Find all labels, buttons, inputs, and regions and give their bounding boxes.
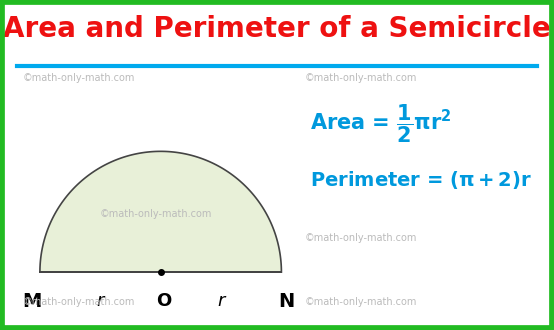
Text: M: M [22,292,42,311]
Text: ©math-only-math.com: ©math-only-math.com [305,233,417,243]
Text: Area = $\mathbf{\dfrac{1}{2}\pi r^2}$: Area = $\mathbf{\dfrac{1}{2}\pi r^2}$ [310,103,452,145]
Text: ©math-only-math.com: ©math-only-math.com [305,73,417,82]
Polygon shape [40,151,281,272]
Text: r: r [217,292,225,310]
Text: Area and Perimeter of a Semicircle: Area and Perimeter of a Semicircle [3,15,551,43]
Text: N: N [279,292,295,311]
Text: Perimeter = $\mathbf{(\pi + 2)r}$: Perimeter = $\mathbf{(\pi + 2)r}$ [310,169,532,191]
Text: ©math-only-math.com: ©math-only-math.com [305,297,417,307]
Text: ©math-only-math.com: ©math-only-math.com [99,209,212,219]
Text: ©math-only-math.com: ©math-only-math.com [22,297,135,307]
Text: r: r [96,292,104,310]
Text: ©math-only-math.com: ©math-only-math.com [22,73,135,82]
Text: O: O [156,292,171,310]
